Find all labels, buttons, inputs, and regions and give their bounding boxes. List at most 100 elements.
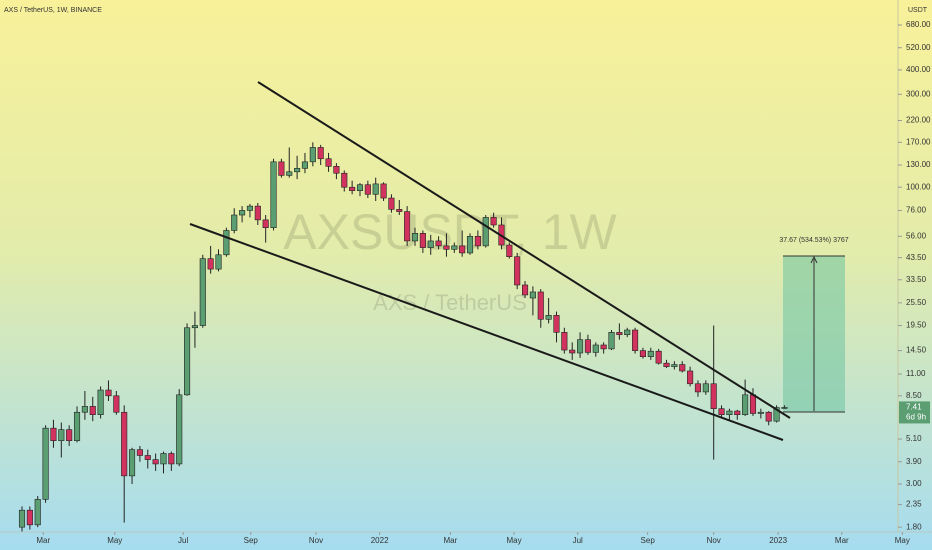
candle-body <box>58 429 65 442</box>
candle-body <box>553 315 560 333</box>
candle-body <box>490 217 497 226</box>
y-tick-label: 520.00 <box>906 43 931 52</box>
candle-body <box>671 364 678 367</box>
candle-body <box>577 339 584 354</box>
y-tick-label: 3.90 <box>906 457 922 466</box>
candle-body <box>742 394 749 415</box>
y-tick-label: 170.00 <box>906 137 931 146</box>
y-tick-label: 33.50 <box>906 275 927 284</box>
x-tick-label: Mar <box>835 536 849 545</box>
candle-body <box>89 406 96 415</box>
axes: 680.00 520.00 400.00 300.00 220.00 170.00 130.… <box>36 20 931 545</box>
candle-body <box>356 184 364 191</box>
candle-body <box>325 158 332 167</box>
candle-body <box>341 172 348 188</box>
y-tick-label: 14.50 <box>906 346 927 355</box>
candle-body <box>372 183 379 195</box>
candle-body <box>97 389 104 415</box>
candle-body <box>639 350 646 357</box>
candle-body <box>152 459 159 465</box>
candle-body <box>757 411 764 414</box>
measure-arrowhead <box>810 255 818 264</box>
candle-body <box>419 233 426 248</box>
candle-body <box>105 389 112 397</box>
candle-body <box>506 244 513 257</box>
y-tick-label: 1.80 <box>906 522 922 531</box>
candle-body <box>710 383 717 409</box>
x-tick-label: 2023 <box>769 536 787 545</box>
y-tick-label: 11.00 <box>906 369 926 378</box>
candle-body <box>726 410 733 415</box>
candle-body <box>521 284 529 296</box>
candle-body <box>443 245 450 250</box>
candle-body <box>718 408 725 415</box>
watermark: AXSUSDT, 1W <box>283 204 617 260</box>
candle-body <box>624 329 631 336</box>
candle-body <box>616 332 623 336</box>
x-tick-label: Sep <box>641 536 656 545</box>
candle-body <box>388 197 395 210</box>
candle-body <box>569 349 576 354</box>
candle-body <box>270 161 277 228</box>
x-tick-label: Jul <box>573 536 583 545</box>
x-tick-label: Mar <box>36 536 50 545</box>
candle-body <box>694 383 702 393</box>
x-tick-label: Sep <box>244 536 259 545</box>
candle-body <box>466 235 474 254</box>
candle-body <box>584 339 591 353</box>
candle-body <box>262 219 269 228</box>
candle-body <box>223 230 230 256</box>
candle-body <box>50 427 57 442</box>
x-tick-label: Nov <box>309 536 323 545</box>
candle-body <box>561 332 568 351</box>
candle-body <box>734 410 741 415</box>
candle-body <box>687 370 694 385</box>
y-tick-label: 19.50 <box>906 321 927 330</box>
candle-body <box>42 427 49 500</box>
candle-body <box>278 161 285 176</box>
candle-body <box>286 171 293 176</box>
candle-body <box>529 291 536 299</box>
candle-body <box>702 383 709 393</box>
y-tick-label: 5.10 <box>906 434 922 443</box>
x-tick-label: May <box>107 536 122 545</box>
candle-body <box>73 411 81 442</box>
candle-body <box>215 254 222 270</box>
candle-body <box>427 240 434 248</box>
x-tick-label: 2022 <box>371 536 389 545</box>
candle-body <box>121 411 128 477</box>
countdown-label: 6d 9h <box>906 413 926 422</box>
candle-body <box>301 161 309 169</box>
candle-body <box>608 332 615 350</box>
candle-body <box>404 211 411 242</box>
candle-body <box>66 429 73 442</box>
y-tick-label: 43.50 <box>906 253 927 262</box>
candle-body <box>239 210 246 216</box>
y-tick-label: 680.00 <box>906 20 931 29</box>
candle-body <box>128 449 136 477</box>
watermark-subtitle: AXS / TetherUS <box>373 290 527 315</box>
y-tick-label: 130.00 <box>906 160 931 169</box>
candle-body <box>600 344 607 350</box>
y-tick-label: 300.00 <box>906 89 931 98</box>
y-tick-label: 100.00 <box>906 182 931 191</box>
candle-body <box>199 258 206 326</box>
chart-title: AXS / TetherUS, 1W, BINANCE <box>4 7 102 14</box>
candle-body <box>81 406 88 413</box>
x-tick-label: Jul <box>178 536 188 545</box>
candle-body <box>317 147 324 160</box>
candle-body <box>435 240 442 247</box>
y-tick-label: 25.50 <box>906 298 927 307</box>
y-tick-label: 76.00 <box>906 206 927 215</box>
last-price-box <box>899 401 930 424</box>
candle-body <box>647 350 654 357</box>
y-tick-label: 56.00 <box>906 231 927 240</box>
x-tick-label: May <box>506 536 521 545</box>
x-tick-label: Mar <box>443 536 457 545</box>
candle-body <box>474 235 481 247</box>
x-tick-label: May <box>895 536 910 545</box>
candle-body <box>514 256 521 286</box>
measure-label: 37.67 (534.53%) 3767 <box>779 237 848 244</box>
